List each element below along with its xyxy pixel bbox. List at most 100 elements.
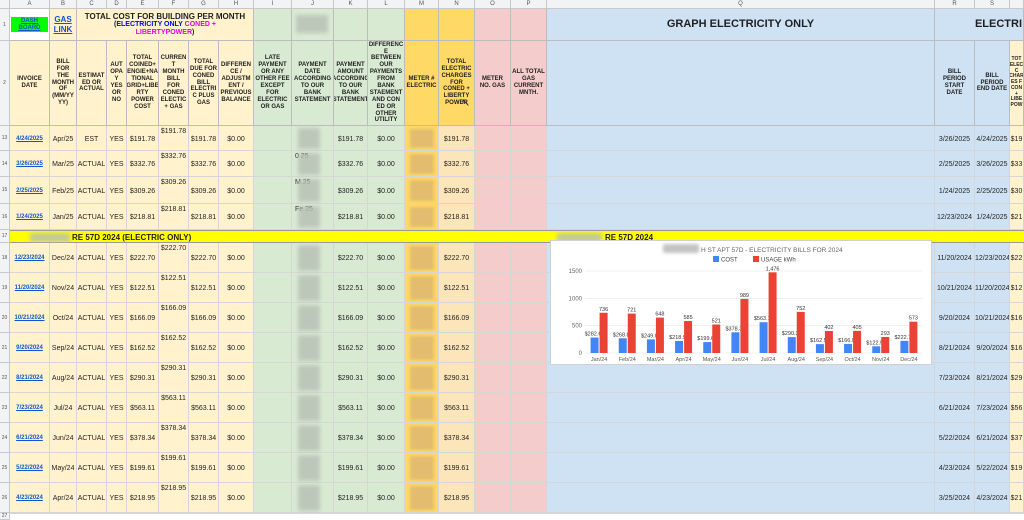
row-header[interactable]: 2 <box>0 41 10 126</box>
header-blank-o[interactable] <box>475 9 511 41</box>
total-electric-cell[interactable]: $290.31 <box>439 363 475 393</box>
bill-month-cell[interactable]: Nov/24 <box>50 273 77 303</box>
bill-start-cell[interactable]: 12/23/2024 <box>935 204 975 230</box>
payment-amount-cell[interactable]: $191.78 <box>334 126 368 151</box>
estimated-cell[interactable]: ACTUAL <box>77 243 107 273</box>
difference-cell[interactable]: $0.00 <box>219 243 254 273</box>
bill-start-cell[interactable]: 3/26/2025 <box>935 126 975 151</box>
difference-cell[interactable]: $0.00 <box>219 303 254 333</box>
total-electric-right-cell[interactable]: $16 <box>1010 333 1024 363</box>
bill-end-cell[interactable]: 7/23/2024 <box>975 393 1010 423</box>
invoice-date-value[interactable]: 4/24/2025 <box>16 135 43 142</box>
total-cost-cell[interactable]: $290.31 <box>127 363 159 393</box>
payment-amount-cell[interactable]: $332.76 <box>334 151 368 177</box>
total-electric-right-cell[interactable]: $33 <box>1010 151 1024 177</box>
graph-area-cell[interactable] <box>547 363 935 393</box>
autopay-cell[interactable]: YES <box>107 177 127 204</box>
col-header-q[interactable]: Q <box>547 0 935 9</box>
payment-amount-cell[interactable]: $218.95 <box>334 483 368 513</box>
difference-cell[interactable]: $0.00 <box>219 513 254 514</box>
invoice-date-value[interactable]: 1/24/2025 <box>16 214 43 220</box>
estimated-cell[interactable]: ACTUAL <box>77 393 107 423</box>
meter-gas-cell[interactable] <box>475 177 511 204</box>
total-electric-cell[interactable]: $218.81 <box>439 204 475 230</box>
meter-gas-cell[interactable] <box>475 126 511 151</box>
estimated-cell[interactable]: ACTUAL <box>77 177 107 204</box>
graph-area-cell[interactable] <box>547 177 935 204</box>
bill-month-cell[interactable]: Jun/24 <box>50 423 77 453</box>
autopay-cell[interactable]: YES <box>107 483 127 513</box>
invoice-date-value[interactable]: 10/21/2024 <box>14 315 45 321</box>
header-blank-p[interactable] <box>511 9 547 41</box>
total-gas-cell[interactable] <box>511 204 547 230</box>
payment-amount-cell[interactable]: $166.09 <box>334 303 368 333</box>
col-header-p[interactable]: P <box>511 0 547 9</box>
total-cost-cell[interactable]: $563.11 <box>127 393 159 423</box>
bill-month-cell[interactable]: May/24 <box>50 453 77 483</box>
total-electric-right-cell[interactable]: $22 <box>1010 243 1024 273</box>
total-electric-right-cell[interactable]: $24 <box>1010 513 1024 514</box>
graph-area-cell[interactable] <box>547 126 935 151</box>
bill-month-cell[interactable]: Dec/24 <box>50 243 77 273</box>
invoice-date-cell[interactable]: 11/20/2024 <box>10 273 50 303</box>
total-due-cell[interactable]: $332.76 <box>189 151 219 177</box>
payment-difference-cell[interactable]: $0.00 <box>368 423 405 453</box>
autopay-cell[interactable]: YES <box>107 423 127 453</box>
col-header-b[interactable]: B <box>50 0 77 9</box>
row-header[interactable]: 23 <box>0 393 10 423</box>
invoice-date-value[interactable]: 3/26/2025 <box>16 161 43 167</box>
bill-start-cell[interactable]: 2/25/2025 <box>935 151 975 177</box>
late-fee-cell[interactable] <box>254 273 292 303</box>
late-fee-cell[interactable] <box>254 483 292 513</box>
total-cost-cell[interactable]: $332.76 <box>127 151 159 177</box>
graph-area-cell[interactable] <box>547 151 935 177</box>
total-due-cell[interactable]: $166.09 <box>189 303 219 333</box>
late-fee-cell[interactable] <box>254 303 292 333</box>
autopay-cell[interactable]: YES <box>107 273 127 303</box>
total-electric-cell[interactable]: $166.09 <box>439 303 475 333</box>
total-cost-cell[interactable]: $166.09 <box>127 303 159 333</box>
total-electric-cell[interactable]: $309.26 <box>439 177 475 204</box>
col-header-a[interactable]: A <box>10 0 50 9</box>
col-header-t[interactable] <box>1010 0 1024 9</box>
invoice-date-cell[interactable]: 12/23/2024 <box>10 243 50 273</box>
col-header-k[interactable]: K <box>334 0 368 9</box>
total-electric-cell[interactable]: $218.95 <box>439 483 475 513</box>
estimated-cell[interactable]: ACTUAL <box>77 333 107 363</box>
total-electric-right-cell[interactable]: $19 <box>1010 126 1024 151</box>
bill-end-cell[interactable]: 10/21/2024 <box>975 303 1010 333</box>
meter-gas-cell[interactable] <box>475 393 511 423</box>
col-header-o[interactable]: O <box>475 0 511 9</box>
bill-start-cell[interactable]: 10/21/2024 <box>935 273 975 303</box>
difference-cell[interactable]: $0.00 <box>219 453 254 483</box>
estimated-cell[interactable]: ACTUAL <box>77 204 107 230</box>
autopay-cell[interactable]: YES <box>107 303 127 333</box>
bill-end-cell[interactable]: 1/24/2025 <box>975 204 1010 230</box>
payment-date-cell[interactable] <box>292 513 334 514</box>
col-header-i[interactable]: I <box>254 0 292 9</box>
late-fee-cell[interactable] <box>254 151 292 177</box>
payment-difference-cell[interactable]: -$19.17 <box>368 513 405 514</box>
bill-month-cell[interactable]: Mar/24 <box>50 513 77 514</box>
invoice-date-cell[interactable]: 4/24/2025 <box>10 126 50 151</box>
current-month-cell[interactable]: $199.61 <box>159 453 189 483</box>
invoice-date-value[interactable]: 3/25/2024 <box>10 513 49 514</box>
invoice-date-cell[interactable]: 7/23/2024 <box>10 393 50 423</box>
bill-start-cell[interactable]: 2/23/2024 <box>935 513 975 514</box>
bill-start-cell[interactable]: 5/22/2024 <box>935 423 975 453</box>
row-header[interactable]: 25 <box>0 453 10 483</box>
payment-amount-cell[interactable]: $199.61 <box>334 453 368 483</box>
row-header[interactable]: 13 <box>0 126 10 151</box>
bill-start-cell[interactable]: 11/20/2024 <box>935 243 975 273</box>
col-header-j[interactable]: J <box>292 0 334 9</box>
difference-cell[interactable]: $0.00 <box>219 204 254 230</box>
graph-area-cell[interactable] <box>547 453 935 483</box>
corner-cell[interactable] <box>0 0 10 9</box>
total-due-cell[interactable]: $378.34 <box>189 423 219 453</box>
estimated-cell[interactable]: ACTUAL <box>77 151 107 177</box>
current-month-cell[interactable]: $378.34 <box>159 423 189 453</box>
invoice-date-cell[interactable]: 1/24/2025 <box>10 204 50 230</box>
col-header-h[interactable]: H <box>219 0 254 9</box>
total-electric-cell[interactable]: $378.34 <box>439 423 475 453</box>
current-month-cell[interactable]: $162.52 <box>159 333 189 363</box>
